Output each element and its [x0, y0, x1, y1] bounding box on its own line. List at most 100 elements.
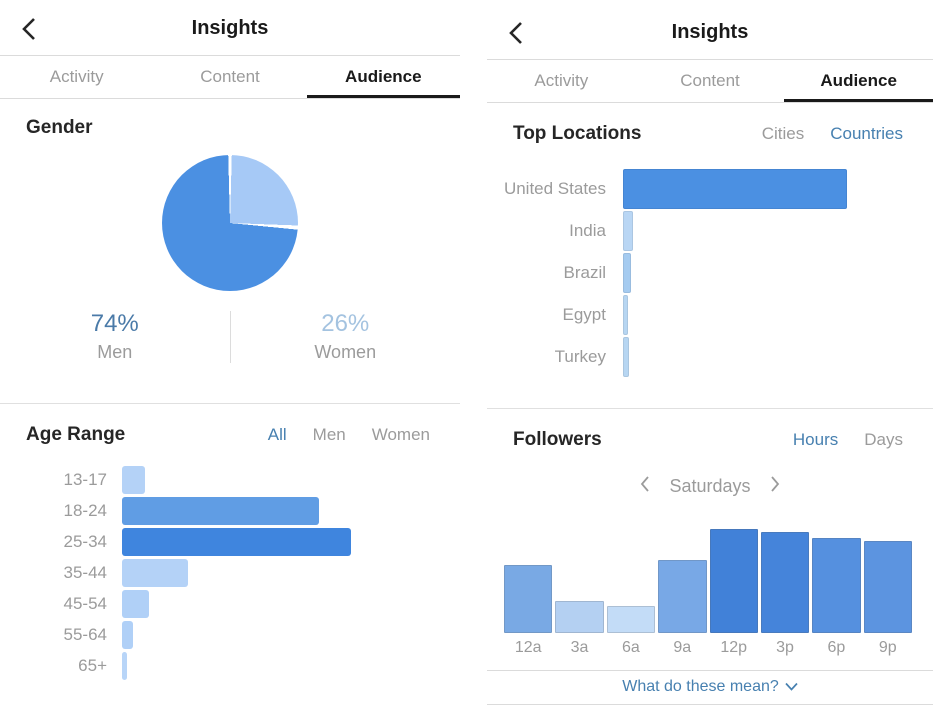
gender-pie-chart — [162, 155, 298, 291]
bar-3a — [555, 600, 604, 633]
age-range-section-title: Age Range — [26, 424, 126, 445]
chevron-left-icon — [18, 18, 44, 46]
bar-row-18-24: 18-24 — [0, 497, 460, 525]
filter-cities[interactable]: Cities — [761, 124, 805, 143]
bar-row-35-44: 35-44 — [0, 559, 460, 587]
stats-divider — [229, 311, 231, 363]
bar-6p — [812, 538, 861, 633]
bar-6a — [606, 605, 656, 633]
axis-label-6a: 6a — [622, 639, 640, 656]
axis-label-3a: 3a — [570, 639, 589, 656]
bar-12a — [504, 565, 553, 633]
bar-row-turkey: Turkey — [487, 337, 933, 377]
filter-days[interactable]: Days — [864, 430, 903, 449]
stat-men-label: Men — [97, 342, 133, 362]
bar-12p — [709, 529, 758, 633]
axis-label-9a: 9a — [673, 639, 692, 656]
back-button[interactable] — [505, 20, 531, 46]
axis-label-12a: 12a — [514, 639, 542, 656]
tab-activity[interactable]: Activity — [534, 71, 589, 90]
bar-label: Brazil — [563, 263, 606, 282]
filter-all[interactable]: All — [267, 425, 287, 444]
bar-9a — [658, 560, 707, 633]
followers-filters: Hours Days — [793, 430, 903, 450]
what-do-these-mean-link[interactable]: What do these mean? — [487, 678, 933, 696]
bar — [623, 211, 634, 251]
bar-row-brazil: Brazil — [487, 253, 933, 293]
age-range-section: Age Range All Men Women 13-17 18-24 25-34 35-… — [0, 424, 460, 680]
gender-section-title: Gender — [26, 117, 93, 138]
stat-women: 26% Women — [231, 309, 461, 365]
bar-label: Egypt — [562, 305, 606, 324]
next-day-button[interactable] — [769, 475, 781, 498]
bar — [122, 652, 127, 680]
insights-screen-gender-age: Insights Activity Content Audience Gender … — [0, 0, 460, 724]
bar-label: 13-17 — [63, 470, 107, 489]
gender-section: Gender 74% Men 26% Women — [0, 117, 460, 404]
bar-label: 25-34 — [63, 532, 107, 551]
previous-day-button[interactable] — [639, 475, 651, 498]
stat-men-value: 74% — [90, 310, 139, 337]
bar — [122, 466, 145, 494]
filter-women[interactable]: Women — [371, 425, 430, 444]
top-locations-section-title: Top Locations — [513, 123, 642, 144]
top-locations-bar-chart: United States India Brazil Egypt Turkey — [487, 169, 933, 377]
bar-row-45-54: 45-54 — [0, 590, 460, 618]
bar-label: United States — [503, 179, 606, 198]
tab-activity[interactable]: Activity — [49, 67, 104, 86]
bar — [623, 295, 628, 335]
chevron-left-icon — [505, 22, 531, 50]
bar-row-65-: 65+ — [0, 652, 460, 680]
back-button[interactable] — [18, 16, 44, 42]
bar-label: Turkey — [554, 347, 606, 366]
chevron-down-icon — [785, 678, 798, 696]
day-selector-label: Saturdays — [669, 476, 751, 496]
section-divider — [487, 408, 933, 409]
gender-stats: 74% Men 26% Women — [0, 309, 460, 365]
axis-label-6p: 6p — [827, 639, 846, 656]
bar-label: 45-54 — [63, 594, 107, 613]
bar — [122, 621, 134, 649]
tab-content[interactable]: Content — [200, 67, 260, 86]
axis-label-12p: 12p — [720, 639, 748, 656]
section-divider — [0, 403, 460, 404]
followers-section: Followers Hours Days Saturdays 12a 3a 6a 9a 1… — [487, 429, 933, 705]
insights-screen-locations-followers: Insights Activity Content Audience Top Loc… — [487, 4, 933, 724]
axis-label-3p: 3p — [776, 639, 794, 656]
age-range-bar-chart: 13-17 18-24 25-34 35-44 45-54 55-64 65+ — [0, 466, 460, 680]
bar-label: 35-44 — [63, 563, 107, 582]
axis-label-9p: 9p — [878, 639, 897, 656]
bar-label: India — [569, 221, 606, 240]
tab-bar: Activity Content Audience — [487, 60, 933, 103]
filter-men[interactable]: Men — [312, 425, 346, 444]
bar — [623, 337, 630, 377]
bar-9p — [863, 541, 912, 633]
bar-row-25-34: 25-34 — [0, 528, 460, 556]
app-header: Insights — [0, 0, 460, 56]
stat-women-value: 26% — [321, 310, 370, 337]
bar-label: 18-24 — [63, 501, 107, 520]
day-selector: Saturdays — [487, 475, 933, 498]
tab-bar: Activity Content Audience — [0, 56, 460, 99]
app-header: Insights — [487, 4, 933, 60]
bar-label: 65+ — [78, 656, 107, 675]
page-title: Insights — [191, 17, 269, 39]
bar-3p — [760, 532, 810, 633]
tab-audience[interactable]: Audience — [784, 60, 933, 102]
chevron-right-icon — [769, 475, 781, 498]
bar — [623, 169, 847, 209]
bar-label: 55-64 — [63, 625, 107, 644]
chevron-left-icon — [639, 475, 651, 498]
bar-row-india: India — [487, 211, 933, 251]
bar-row-13-17: 13-17 — [0, 466, 460, 494]
bar-row-united-states: United States — [487, 169, 933, 209]
tab-audience[interactable]: Audience — [306, 56, 460, 98]
filter-countries[interactable]: Countries — [830, 124, 903, 143]
followers-hours-bar-chart — [504, 529, 912, 633]
bar — [122, 590, 150, 618]
tab-content[interactable]: Content — [680, 71, 740, 90]
bar — [122, 559, 189, 587]
followers-hours-axis-labels: 12a 3a 6a 9a 12p 3p 6p 9p — [504, 639, 912, 657]
filter-hours[interactable]: Hours — [792, 430, 839, 449]
bar-row-egypt: Egypt — [487, 295, 933, 335]
